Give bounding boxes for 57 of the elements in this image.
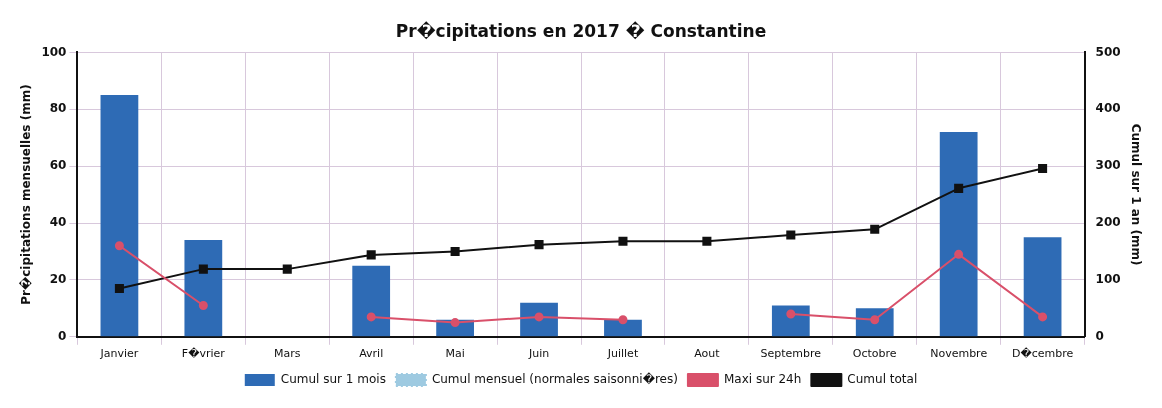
legend-label: Cumul mensuel (normales saisonni�res) xyxy=(431,372,678,387)
point xyxy=(198,264,208,274)
legend-label: Cumul total xyxy=(847,372,918,387)
legend-label: Cumul sur 1 mois xyxy=(280,372,386,387)
x-tick-label: Mai xyxy=(445,347,465,361)
y2-tick-label: 0 xyxy=(1095,328,1104,343)
point xyxy=(618,236,628,246)
chart-title: Pr�cipitations en 2017 � Constantine xyxy=(395,20,767,41)
point xyxy=(282,264,292,274)
legend-label: Maxi sur 24h xyxy=(723,372,802,387)
y-tick-label: 20 xyxy=(49,272,67,287)
point xyxy=(534,240,544,250)
x-tick-label: Mars xyxy=(274,347,301,361)
bar xyxy=(1023,237,1062,337)
x-tick-label: D�cembre xyxy=(1011,347,1074,361)
point xyxy=(1038,312,1048,322)
bar xyxy=(771,305,810,337)
bar xyxy=(352,265,391,337)
bar xyxy=(604,319,642,337)
point xyxy=(114,241,124,251)
y2-axis-title: Cumul sur 1 an (mm) xyxy=(1128,123,1143,266)
y-axis-title: Pr�cipitations mensuelles (mm) xyxy=(18,84,34,305)
y2-tick-label: 200 xyxy=(1095,215,1121,230)
x-tick-label: Avril xyxy=(359,347,384,361)
y-tick-label: 60 xyxy=(49,158,67,173)
point xyxy=(1038,163,1048,173)
y-tick-label: 80 xyxy=(49,101,67,116)
point xyxy=(786,230,796,240)
point xyxy=(450,246,460,257)
point xyxy=(954,249,964,259)
bar xyxy=(100,95,139,337)
point xyxy=(702,236,712,246)
point xyxy=(114,283,124,293)
x-tick-label: F�vrier xyxy=(181,347,226,361)
y2-tick-label: 100 xyxy=(1095,272,1121,287)
point xyxy=(870,224,880,234)
point xyxy=(366,250,376,260)
x-tick-label: Janvier xyxy=(99,347,139,361)
x-tick-label: Aout xyxy=(694,347,721,361)
point xyxy=(786,309,796,319)
x-tick-label: Juillet xyxy=(606,347,639,361)
y2-tick-label: 300 xyxy=(1095,158,1121,173)
y2-tick-label: 500 xyxy=(1095,44,1121,59)
y-tick-label: 40 xyxy=(49,215,67,230)
bar xyxy=(939,132,978,337)
x-tick-label: Novembre xyxy=(930,347,988,361)
y2-tick-label: 400 xyxy=(1095,101,1121,116)
point xyxy=(198,301,208,311)
y-tick-label: 100 xyxy=(41,44,67,59)
x-tick-label: Septembre xyxy=(760,347,822,361)
bar xyxy=(184,240,223,337)
y-tick-label: 0 xyxy=(58,328,67,343)
point xyxy=(954,183,964,193)
point xyxy=(618,315,628,325)
x-tick-label: Octobre xyxy=(852,347,897,361)
point xyxy=(366,312,376,322)
x-tick-label: Juin xyxy=(527,347,550,361)
